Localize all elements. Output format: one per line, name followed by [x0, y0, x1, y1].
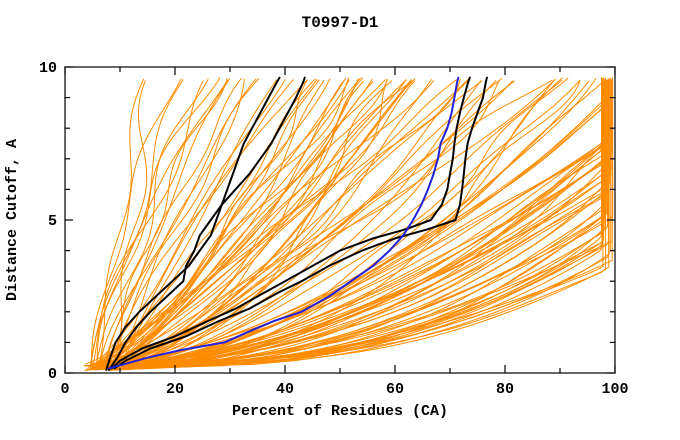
ensemble-model-curve [105, 78, 231, 370]
ensemble-model-curve [113, 80, 609, 368]
ensemble-model-curve [122, 77, 611, 369]
y-axis-label: Distance Cutoff, A [4, 139, 21, 301]
x-tick-label: 40 [276, 381, 294, 398]
ensemble-model-curve [87, 80, 416, 368]
ensemble-model-curve [117, 80, 364, 365]
black-model-right-1-curve [110, 76, 471, 370]
ensemble-model-curve [106, 78, 260, 366]
ensemble-model-curve [92, 77, 607, 365]
x-tick-label: 20 [166, 381, 184, 398]
ensemble-model-curve [96, 77, 364, 365]
curves-layer [83, 76, 614, 371]
ensemble-model-curve [108, 79, 608, 371]
x-tick-label: 80 [496, 381, 514, 398]
ensemble-model-curve [98, 80, 344, 365]
ensemble-model-curve [85, 80, 413, 365]
ensemble-model-curve [91, 78, 182, 367]
black-model-left-1-curve [105, 76, 281, 371]
ensemble-model-curve [112, 78, 228, 370]
ensemble-model-curve [95, 79, 613, 367]
ensemble-model-curve [91, 77, 604, 369]
ensemble-model-curve [91, 77, 563, 369]
ensemble-model-curve [88, 79, 457, 371]
ensemble-model-curve [106, 78, 316, 370]
x-tick-label: 60 [386, 381, 404, 398]
ensemble-model-curve [91, 80, 228, 364]
blue-model-curve [108, 76, 460, 370]
ensemble-model-curve [112, 80, 605, 364]
black-model-right-2-curve [113, 76, 488, 370]
ensemble-model-curve [84, 79, 373, 367]
ensemble-model-curve [113, 77, 597, 369]
ensemble-model-curve [92, 80, 483, 368]
ensemble-model-curve [95, 79, 563, 368]
ensemble-model-curve [112, 78, 331, 367]
ensemble-model-curve [100, 78, 257, 370]
ensemble-model-curve [85, 79, 553, 371]
ensemble-model-curve [94, 78, 209, 370]
ensemble-model-curve [106, 77, 350, 369]
x-tick-label: 100 [601, 381, 628, 398]
x-axis-label: Percent of Residues (CA) [232, 403, 448, 420]
ensemble-model-curve [98, 78, 144, 367]
y-tick-label: 10 [39, 60, 57, 77]
axes-layer: 0 20 40 60 80 100 0 5 10 [39, 60, 629, 398]
ensemble-model-curve [118, 80, 515, 365]
y-tick-label: 0 [48, 366, 57, 383]
y-tick-label: 5 [48, 213, 57, 230]
ensemble-model-curve [121, 79, 612, 368]
ensemble-model-curve [93, 80, 497, 368]
x-tick-label: 0 [60, 381, 69, 398]
ensemble-model-curve [110, 79, 609, 367]
ensemble-model-curve [108, 79, 407, 371]
ensemble-model-curve [92, 80, 204, 365]
ensemble-model-curve [107, 80, 611, 364]
ensemble-model-curve [96, 77, 221, 365]
ensemble-model-curve [111, 78, 606, 366]
ensemble-model-curve [98, 80, 325, 364]
ensemble-model-curve [108, 78, 245, 370]
chart-title: T0997-D1 [302, 14, 379, 32]
ensemble-model-curve [84, 79, 603, 367]
black-model-left-2-curve [108, 76, 306, 371]
